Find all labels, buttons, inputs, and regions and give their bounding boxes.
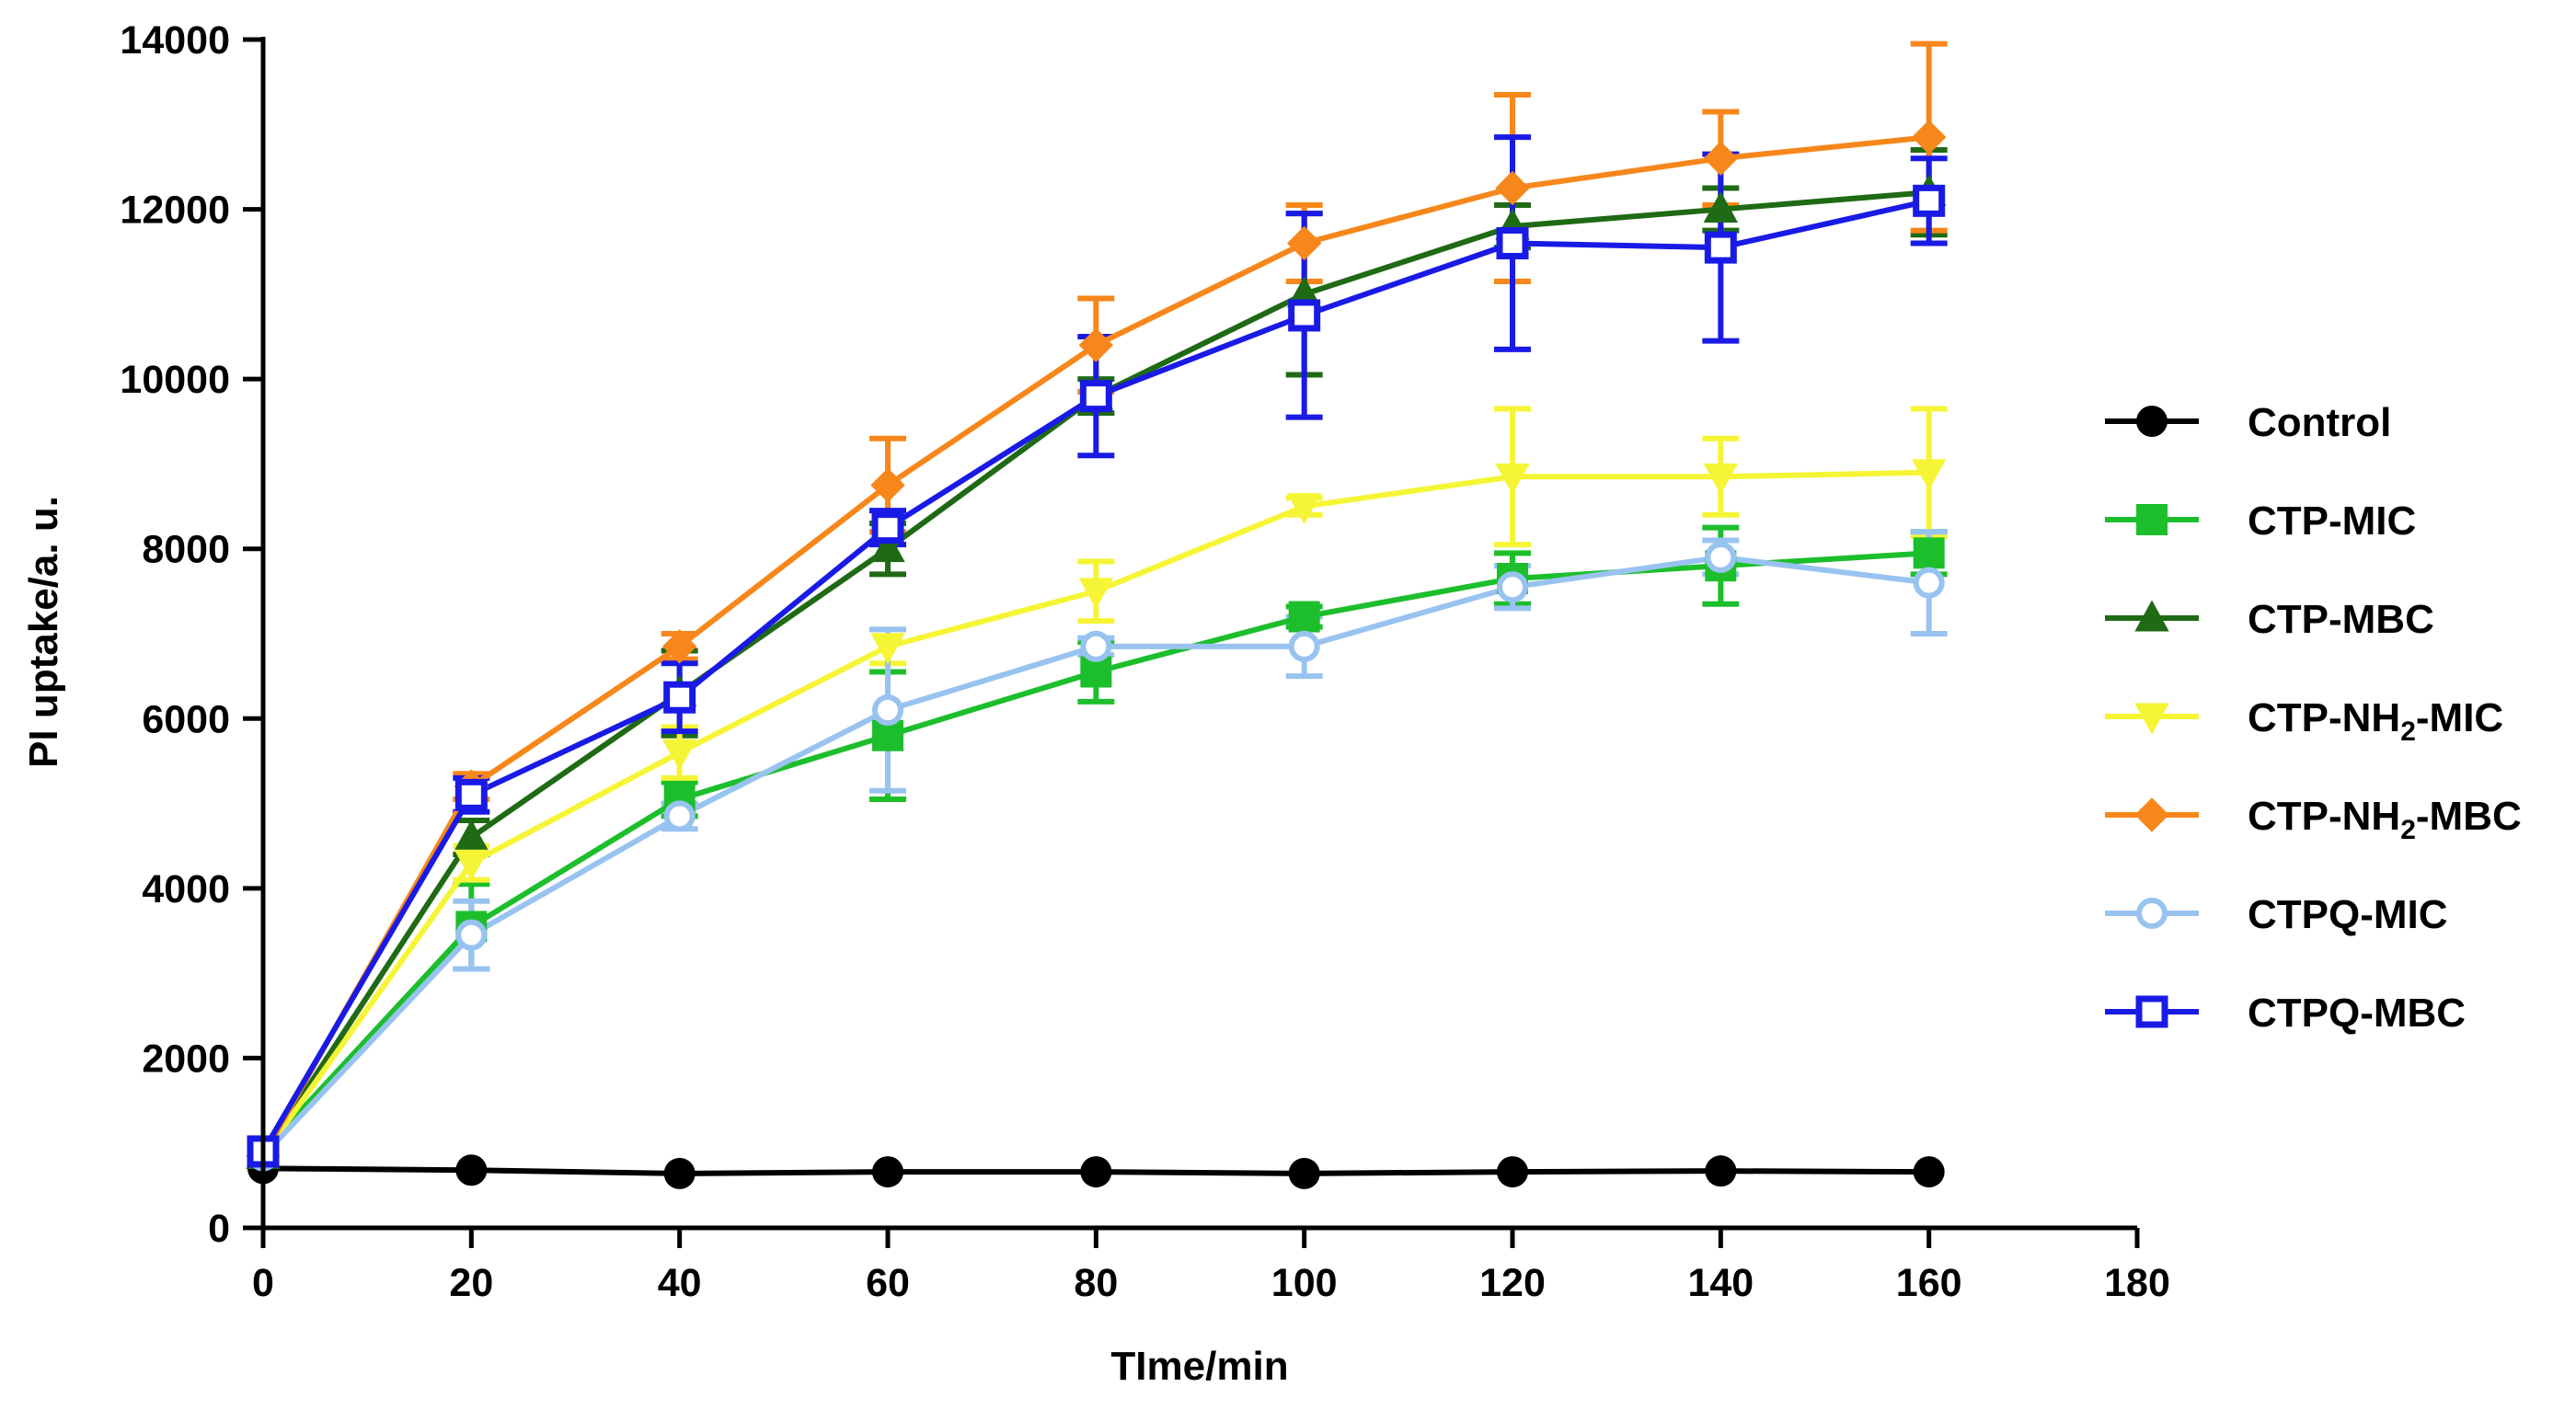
x-tick-label: 120	[1479, 1261, 1546, 1305]
data-point-ctp-nh2-mic	[870, 633, 905, 665]
y-tick-label: 4000	[142, 867, 230, 911]
data-point-ctp-nh2-mbc	[870, 467, 905, 503]
data-point-ctp-nh2-mic	[1495, 463, 1530, 495]
legend-marker-ctp-nh2-mbc	[2134, 797, 2169, 832]
x-tick-label: 60	[866, 1261, 910, 1305]
x-tick-label: 140	[1687, 1261, 1754, 1305]
data-point-ctpq-mbc	[1913, 184, 1946, 217]
y-tick-label: 2000	[142, 1037, 230, 1081]
data-point-control	[872, 1156, 903, 1188]
x-tick-label: 160	[1896, 1261, 1962, 1305]
data-point-ctp-mbc	[454, 819, 489, 851]
data-point-control	[1080, 1156, 1112, 1188]
data-point-ctp-nh2-mic	[1911, 459, 1947, 491]
data-point-ctpq-mic	[872, 694, 903, 727]
legend-label-control: Control	[2248, 400, 2391, 445]
data-point-ctp-nh2-mbc	[1286, 225, 1322, 261]
data-point-control	[1913, 1156, 1945, 1188]
legend-marker-control	[2136, 406, 2168, 437]
data-point-ctpq-mic	[1288, 630, 1320, 662]
x-tick-label: 40	[658, 1261, 702, 1305]
legend-marker-ctpq-mbc	[2135, 995, 2168, 1028]
x-tick-label: 100	[1271, 1261, 1338, 1305]
data-point-ctpq-mic	[1913, 567, 1945, 599]
data-point-ctpq-mic	[455, 919, 488, 951]
legend-label-part: Control	[2248, 400, 2391, 445]
data-point-control	[1705, 1155, 1737, 1187]
y-tick-label: 12000	[120, 189, 230, 233]
data-point-ctp-nh2-mic	[661, 739, 697, 771]
data-point-ctp-nh2-mic	[1703, 463, 1739, 495]
y-tick-label: 8000	[142, 528, 230, 572]
legend-marker-ctp-mbc	[2134, 600, 2169, 632]
legend-marker-ctpq-mic	[2136, 898, 2168, 929]
data-point-ctp-nh2-mbc	[1495, 170, 1530, 206]
data-point-ctp-nh2-mic	[454, 849, 489, 881]
marker-layer	[246, 120, 1947, 1189]
x-axis-title: TIme/min	[1110, 1344, 1288, 1389]
data-point-ctpq-mbc	[1704, 231, 1737, 264]
data-point-ctpq-mbc	[1496, 226, 1529, 259]
legend-label-part: CTPQ-MIC	[2248, 892, 2448, 937]
data-point-ctpq-mbc	[871, 511, 904, 544]
legend-label-ctp-mic: CTP-MIC	[2248, 498, 2416, 544]
legend-label-part: -MIC	[2416, 695, 2503, 740]
x-tick-label: 20	[449, 1261, 493, 1305]
data-point-ctp-mbc	[1703, 191, 1739, 223]
legend-label-ctp-nh2-mbc: CTP-NH2-MBC	[2248, 794, 2522, 845]
legend-label-part: CTP-MIC	[2248, 498, 2416, 544]
legend: ControlCTP-MICCTP-MBCCTP-NH2-MICCTP-NH2-…	[2105, 400, 2522, 1036]
data-point-ctp-nh2-mbc	[1078, 327, 1114, 362]
legend-label-part: CTP-NH	[2248, 695, 2400, 740]
data-point-ctp-nh2-mic	[1286, 493, 1322, 525]
legend-label-ctpq-mic: CTPQ-MIC	[2248, 892, 2448, 937]
data-point-ctpq-mbc	[663, 681, 696, 714]
x-tick-label: 80	[1074, 1261, 1118, 1305]
y-axis-title: PI uptake/a. u.	[21, 496, 66, 768]
data-point-ctpq-mbc	[454, 778, 488, 811]
y-tick-label: 6000	[142, 697, 230, 741]
legend-subscript: 2	[2400, 815, 2416, 845]
data-point-control	[663, 1157, 696, 1189]
data-point-ctpq-mic	[1080, 630, 1112, 662]
data-point-ctp-nh2-mic	[1078, 578, 1114, 610]
y-tick-label: 14000	[120, 18, 230, 63]
legend-label-part: -MBC	[2416, 794, 2522, 839]
data-point-ctp-mbc	[870, 531, 905, 563]
data-point-ctpq-mic	[663, 800, 696, 832]
data-point-ctp-nh2-mbc	[661, 629, 697, 664]
legend-label-part: CTP-NH	[2248, 794, 2400, 839]
data-point-control	[455, 1154, 488, 1186]
legend-marker-ctp-nh2-mic	[2134, 703, 2169, 735]
legend-label-part: CTPQ-MBC	[2248, 991, 2466, 1036]
legend-label-ctpq-mbc: CTPQ-MBC	[2248, 991, 2466, 1036]
data-point-ctp-nh2-mbc	[1911, 120, 1947, 155]
data-point-ctpq-mic	[1705, 541, 1737, 573]
tick-layer: 0 20 40 60 80 100 120 140 160 180 0 2000 4000 6000 800…	[120, 18, 2169, 1305]
data-point-control	[1288, 1157, 1320, 1189]
axes-layer	[260, 37, 2137, 1231]
x-tick-label: 0	[252, 1261, 274, 1305]
data-point-ctp-mic	[1913, 537, 1945, 569]
legend-label-ctp-nh2-mic: CTP-NH2-MIC	[2248, 695, 2503, 747]
legend-label-ctp-mbc: CTP-MBC	[2248, 597, 2434, 642]
y-tick-label: 10000	[120, 358, 230, 402]
data-point-ctp-nh2-mbc	[1703, 141, 1739, 176]
legend-subscript: 2	[2400, 716, 2416, 747]
y-tick-label: 0	[208, 1207, 230, 1251]
x-tick-label: 180	[2104, 1261, 2170, 1305]
data-point-ctpq-mbc	[1288, 299, 1321, 332]
legend-label-part: CTP-MBC	[2248, 597, 2434, 642]
data-point-ctpq-mbc	[1079, 380, 1112, 413]
data-point-ctpq-mic	[1497, 571, 1528, 603]
legend-marker-ctp-mic	[2136, 504, 2168, 535]
data-point-control	[1497, 1156, 1528, 1188]
data-point-ctp-mic	[1288, 601, 1320, 633]
